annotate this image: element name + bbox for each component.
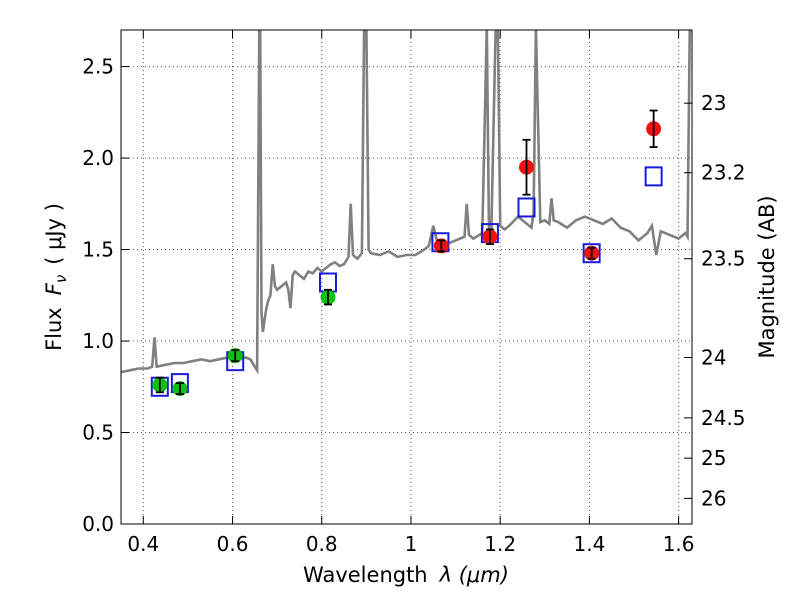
y2-axis-label: Magnitude (AB) (755, 195, 779, 358)
y2-tick-label: 24 (701, 346, 726, 370)
y2-tick-label: 23 (701, 91, 726, 115)
x-tick-label: 1.2 (484, 532, 516, 556)
plot-frame (120, 29, 693, 525)
y-tick-label: 0.0 (82, 512, 114, 536)
x-tick-label: 0.6 (217, 532, 249, 556)
y-tick-label: 0.5 (82, 421, 114, 445)
y-tick-label: 2.0 (82, 146, 114, 170)
x-tick-label: 0.8 (306, 532, 338, 556)
y2-tick-label: 23.5 (701, 247, 746, 271)
y-axis-label: FluxFν( μJy ) (42, 203, 70, 351)
y2-tick-label: 26 (701, 486, 726, 510)
spectrum-layer (121, 30, 692, 375)
plot-background (121, 30, 692, 524)
x-tick-label: 0.4 (127, 532, 159, 556)
y2-tick-label: 23.2 (701, 161, 746, 185)
y2-tick-label: 25 (701, 446, 726, 470)
x-tick-label: 1 (405, 532, 418, 556)
model-square-marker (517, 197, 536, 218)
y2-tick-label: 24.5 (701, 406, 746, 430)
y-tick-label: 1.0 (82, 329, 114, 353)
x-axis-label: Wavelength λ (μm) (303, 563, 509, 587)
y-tick-label: 1.5 (82, 238, 114, 262)
model-square-marker (582, 243, 601, 264)
x-tick-label: 1.6 (663, 532, 695, 556)
y-tick-label: 2.5 (82, 55, 114, 79)
model-square-marker (644, 166, 663, 187)
marker-layer (150, 109, 663, 397)
spectrum-line (121, 30, 692, 375)
x-tick-label: 1.4 (573, 532, 605, 556)
tick-layer: 0.4 0.6 0.8 1 1.2 1.4 1.6 0.0 0.5 1.0 1.5 2.0 2.5 23 2… (82, 30, 746, 556)
